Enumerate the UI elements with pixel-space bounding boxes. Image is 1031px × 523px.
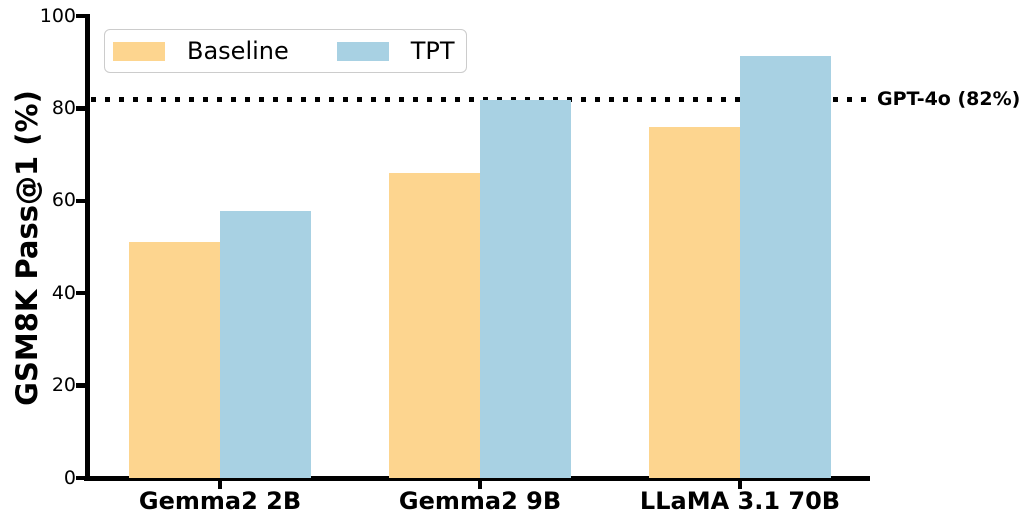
y-tick-mark — [76, 383, 86, 388]
x-tick-label: Gemma2 9B — [398, 487, 562, 515]
y-tick-label: 80 — [51, 96, 76, 119]
y-tick-label: 100 — [39, 4, 76, 27]
bar-tpt-1 — [220, 211, 311, 478]
x-axis-spine — [84, 476, 870, 481]
y-tick-mark — [76, 106, 86, 111]
bar-tpt-2 — [480, 100, 571, 478]
legend: Baseline TPT — [104, 29, 467, 73]
bar-baseline-2 — [389, 173, 480, 478]
y-tick-mark — [76, 198, 86, 204]
bar-baseline-3 — [649, 126, 740, 478]
legend-label-baseline: Baseline — [187, 37, 289, 65]
y-tick-mark — [76, 475, 86, 481]
gpt4o-reference-line — [91, 96, 867, 102]
y-tick-label: 60 — [51, 189, 76, 212]
legend-label-tpt: TPT — [410, 37, 455, 65]
y-tick-mark — [76, 13, 86, 19]
y-tick-label: 20 — [51, 374, 76, 397]
y-tick-mark — [76, 290, 86, 296]
x-tick-label: Gemma2 2B — [138, 487, 302, 515]
legend-swatch-baseline — [113, 41, 165, 61]
legend-swatch-tpt — [336, 41, 389, 61]
y-tick-label: 40 — [51, 281, 76, 304]
x-tick-mark — [478, 481, 482, 489]
y-axis-spine — [85, 14, 90, 481]
gpt4o-reference-label: GPT-4o (82%) — [877, 88, 1021, 111]
x-tick-label: LLaMA 3.1 70B — [639, 487, 841, 515]
x-tick-mark — [218, 481, 222, 489]
x-tick-mark — [738, 481, 742, 489]
y-tick-label: 0 — [63, 466, 76, 489]
bar-tpt-3 — [740, 56, 831, 478]
bar-baseline-1 — [129, 242, 220, 478]
y-axis-label: GSM8K Pass@1 (%) — [10, 90, 44, 406]
